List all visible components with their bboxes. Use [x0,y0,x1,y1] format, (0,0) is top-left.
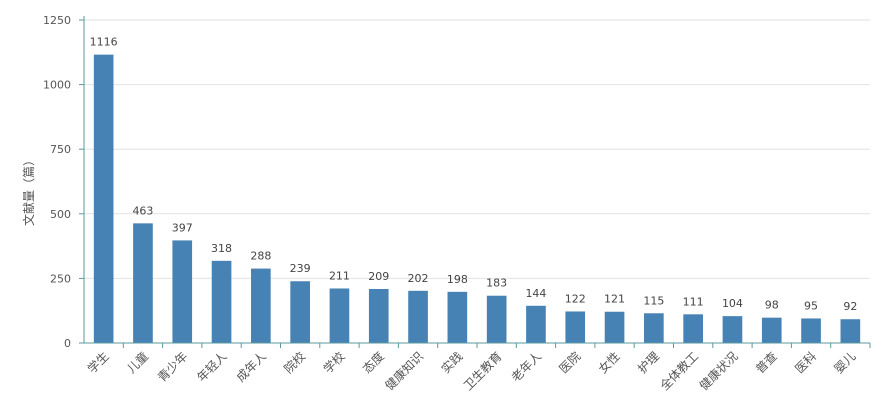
x-tick-label: 护理 [635,349,662,376]
bar [526,305,546,343]
x-tick-label: 儿童 [123,349,151,377]
bar [408,290,428,343]
x-tick-label: 老年人 [509,349,544,384]
x-tick-label: 实践 [438,349,466,377]
bar [329,288,350,343]
bar [722,316,743,343]
data-label: 318 [211,242,232,255]
bar [644,313,664,343]
x-tick-label: 成年人 [234,349,269,384]
x-tick-label: 女性 [595,349,623,377]
y-tick-label: 1000 [43,79,71,92]
x-tick-label: 婴儿 [832,349,859,376]
data-label: 92 [843,300,857,313]
data-label: 463 [132,204,153,217]
gridlines [84,19,870,279]
y-tick-label: 500 [50,208,71,221]
x-tick-label: 全体教工 [657,349,702,394]
bar [604,311,625,343]
bar [840,319,861,343]
y-tick-label: 250 [50,272,71,285]
x-tick-label: 青少年 [155,349,190,384]
data-label: 209 [368,270,389,283]
bar [486,295,507,343]
x-tick-label: 院校 [281,349,309,377]
data-label: 198 [447,273,468,286]
y-tick-label: 750 [50,143,71,156]
x-tick-label: 健康知识 [382,349,427,394]
x-tick-label: 医科 [792,349,819,376]
bar [368,288,389,343]
data-label: 211 [329,269,350,282]
x-tick-label: 学生 [84,349,112,377]
data-label: 122 [565,292,586,305]
x-tick-label: 医院 [556,349,583,376]
data-label: 183 [486,277,507,290]
data-label: 104 [722,297,743,310]
bar [251,268,271,343]
data-label: 239 [290,262,311,275]
bar [290,281,310,343]
data-label: 288 [250,250,271,263]
bar [93,54,114,343]
x-tick-label: 态度 [359,349,387,377]
bar [761,317,782,343]
data-label: 95 [804,299,818,312]
bar [683,314,703,343]
data-label: 121 [604,293,625,306]
data-label: 1116 [90,36,118,49]
data-label: 115 [643,294,664,307]
y-tick-label: 1250 [43,14,71,27]
x-tick-label: 健康状况 [696,349,741,394]
y-tick-label: 0 [64,337,71,350]
y-axis-label: 文献量（篇） [21,154,36,226]
bar [133,223,153,343]
x-tick-label: 学校 [320,349,348,377]
data-label: 98 [765,299,779,312]
data-label: 397 [172,221,193,234]
bar [447,291,468,343]
bar [801,318,821,343]
data-label: 144 [525,287,546,300]
data-label: 111 [683,295,704,308]
bar [565,311,586,343]
bar [211,260,232,343]
data-label: 202 [408,272,429,285]
x-tick-label: 卫生教育 [460,349,505,394]
bars: 1116 463 397 318 288 239 211 209 202 198 183 144 122… [90,36,861,343]
x-tick-label: 普查 [753,349,780,376]
bar [172,240,193,343]
x-tick-label: 年轻人 [194,349,229,384]
